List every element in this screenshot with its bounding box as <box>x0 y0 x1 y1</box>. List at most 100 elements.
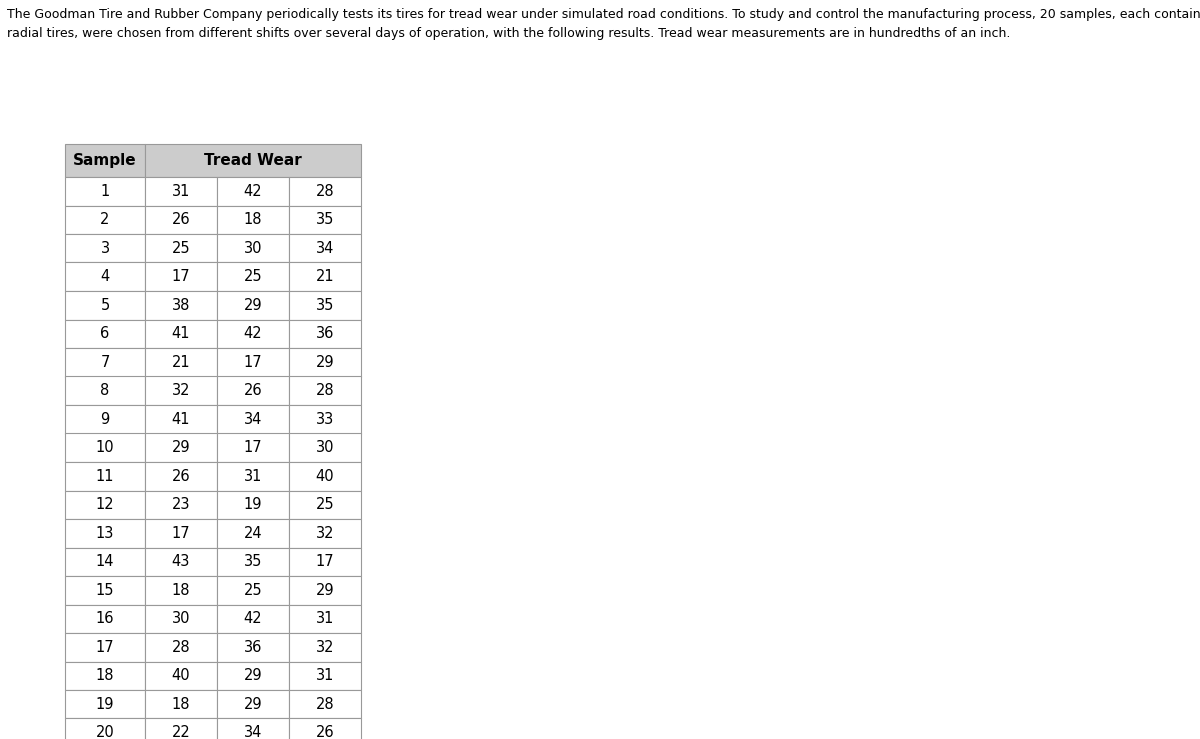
Text: 26: 26 <box>244 384 263 398</box>
Text: 41: 41 <box>172 412 191 426</box>
Text: 7: 7 <box>101 355 109 370</box>
Text: 4: 4 <box>101 269 109 285</box>
Bar <box>289 491 361 519</box>
Bar <box>289 633 361 661</box>
Text: 31: 31 <box>172 184 190 199</box>
Text: Sample: Sample <box>73 153 137 168</box>
Bar <box>65 405 145 434</box>
Bar <box>217 576 289 605</box>
Bar <box>217 205 289 234</box>
Bar <box>65 262 145 291</box>
Bar <box>65 576 145 605</box>
Bar <box>217 291 289 319</box>
Text: 13: 13 <box>96 525 114 541</box>
Text: 41: 41 <box>172 326 191 341</box>
Bar <box>217 605 289 633</box>
Bar <box>65 548 145 576</box>
Bar <box>65 291 145 319</box>
Text: 21: 21 <box>316 269 335 285</box>
Bar <box>145 234 217 262</box>
Text: 24: 24 <box>244 525 263 541</box>
Text: 42: 42 <box>244 184 263 199</box>
Bar <box>289 605 361 633</box>
Text: 25: 25 <box>316 497 335 512</box>
Bar <box>65 690 145 718</box>
Bar <box>145 434 217 462</box>
Text: 17: 17 <box>244 440 263 455</box>
Bar <box>65 177 145 205</box>
Text: 25: 25 <box>172 241 191 256</box>
Text: 29: 29 <box>244 697 263 712</box>
Text: 32: 32 <box>316 525 335 541</box>
Text: 34: 34 <box>316 241 334 256</box>
Text: 18: 18 <box>244 212 263 228</box>
Bar <box>217 661 289 690</box>
Text: 33: 33 <box>316 412 334 426</box>
Bar <box>217 262 289 291</box>
Text: 31: 31 <box>244 469 262 484</box>
Text: The Goodman Tire and Rubber Company periodically tests its tires for tread wear : The Goodman Tire and Rubber Company peri… <box>7 8 1200 21</box>
Bar <box>289 434 361 462</box>
Bar <box>217 376 289 405</box>
Bar <box>65 661 145 690</box>
Text: 2: 2 <box>101 212 109 228</box>
Text: 28: 28 <box>316 184 335 199</box>
Bar <box>145 144 361 177</box>
Text: 5: 5 <box>101 298 109 313</box>
Bar <box>289 690 361 718</box>
Text: 36: 36 <box>316 326 334 341</box>
Bar <box>217 405 289 434</box>
Bar <box>145 262 217 291</box>
Text: 8: 8 <box>101 384 109 398</box>
Bar <box>289 319 361 348</box>
Text: 15: 15 <box>96 583 114 598</box>
Text: 36: 36 <box>244 640 262 655</box>
Text: 3: 3 <box>101 241 109 256</box>
Text: 12: 12 <box>96 497 114 512</box>
Text: 9: 9 <box>101 412 109 426</box>
Text: 28: 28 <box>316 384 335 398</box>
Bar <box>289 234 361 262</box>
Bar <box>65 462 145 491</box>
Bar <box>217 491 289 519</box>
Text: 40: 40 <box>172 668 191 684</box>
Text: 17: 17 <box>316 554 335 569</box>
Bar <box>145 519 217 548</box>
Bar <box>217 434 289 462</box>
Bar <box>217 348 289 376</box>
Text: 26: 26 <box>172 469 191 484</box>
Text: 31: 31 <box>316 668 334 684</box>
Text: 29: 29 <box>316 583 335 598</box>
Bar <box>289 376 361 405</box>
Bar <box>145 661 217 690</box>
Text: 17: 17 <box>172 269 191 285</box>
Text: 18: 18 <box>172 583 191 598</box>
Text: radial tires, were chosen from different shifts over several days of operation, : radial tires, were chosen from different… <box>7 27 1010 40</box>
Text: 32: 32 <box>172 384 191 398</box>
Text: 1: 1 <box>101 184 109 199</box>
Bar <box>217 319 289 348</box>
Bar <box>65 519 145 548</box>
Text: 34: 34 <box>244 412 262 426</box>
Bar <box>65 605 145 633</box>
Bar <box>145 718 217 739</box>
Bar <box>145 405 217 434</box>
Text: 43: 43 <box>172 554 190 569</box>
Text: 17: 17 <box>172 525 191 541</box>
Bar <box>145 548 217 576</box>
Bar <box>145 291 217 319</box>
Bar <box>65 376 145 405</box>
Bar <box>217 462 289 491</box>
Bar <box>289 205 361 234</box>
Text: 30: 30 <box>316 440 335 455</box>
Bar <box>65 718 145 739</box>
Text: 22: 22 <box>172 725 191 739</box>
Text: 34: 34 <box>244 725 262 739</box>
Text: 30: 30 <box>172 611 191 626</box>
Bar <box>65 434 145 462</box>
Bar <box>145 462 217 491</box>
Bar <box>145 376 217 405</box>
Text: 23: 23 <box>172 497 191 512</box>
Text: 17: 17 <box>244 355 263 370</box>
Bar <box>65 205 145 234</box>
